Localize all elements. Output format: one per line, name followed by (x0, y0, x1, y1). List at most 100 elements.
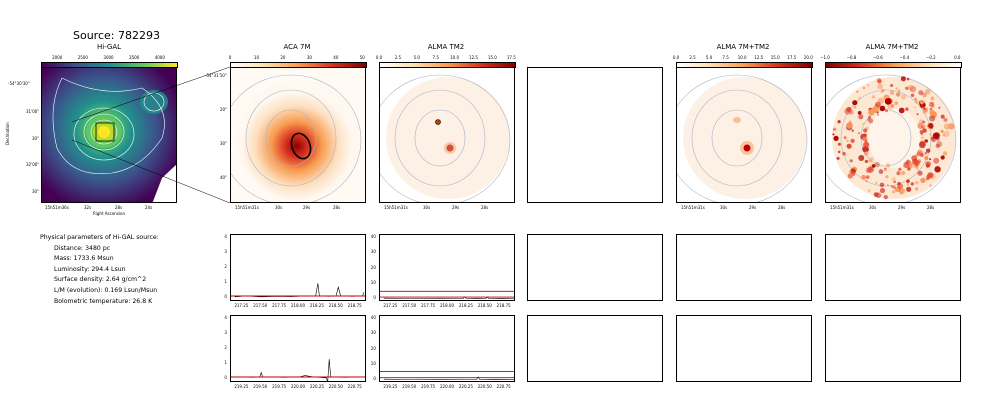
spectrum-xtick: 220.00 (440, 384, 454, 389)
almatm2-cbar-tick: 15.0 (487, 55, 497, 60)
noise-blob (871, 95, 876, 99)
spectrum-xtick: 217.75 (272, 303, 287, 308)
spectrum-xtick: 218.50 (328, 303, 343, 308)
higal-ytick: 30" (32, 189, 39, 194)
higal-xtick: 28s (115, 205, 123, 210)
noise-blob (940, 129, 944, 133)
noise-blob (846, 106, 852, 113)
spectrum-series-line (234, 283, 365, 298)
noise-blob (916, 149, 923, 156)
noise-blob (899, 188, 906, 194)
noise-blob (918, 90, 924, 96)
almatm2-cbar-tick: 12.5 (469, 55, 478, 60)
empty-image-panel (527, 67, 663, 203)
noise-blob (943, 117, 948, 122)
noise-blob (879, 182, 885, 188)
params-heading: Physical parameters of Hi-GAL source: (40, 234, 159, 241)
noise-blob (913, 106, 916, 109)
aca7m-spectrum-1 (230, 234, 366, 301)
noise-blob (936, 141, 943, 147)
higal-cbar-tick: 3000 (103, 55, 114, 60)
spectrum-xtick: 220.00 (291, 384, 305, 389)
noise-blob (907, 167, 911, 171)
noise-blob (848, 170, 852, 174)
almatm2-title: ALMA TM2 (427, 43, 465, 51)
alma7mtm2_b-cbar-tick: −1.0 (820, 55, 830, 60)
spectrum-ytick: 4 (224, 233, 227, 239)
noise-blob (877, 113, 879, 116)
alma7mtm2-cbar-tick: 7.5 (722, 55, 729, 60)
almatm2-cbar-tick: 2.5 (394, 55, 402, 60)
higal-ytick: 31'00" (26, 109, 40, 114)
noise-blob (837, 142, 841, 146)
noise-blob (894, 187, 900, 193)
higal-ytick: -54°30'30" (8, 81, 30, 86)
noise-blob (875, 101, 881, 108)
physical-parameters: Physical parameters of Hi-GAL source: Di… (40, 233, 159, 307)
noise-blob (929, 158, 932, 161)
noise-blob (929, 133, 932, 136)
empty-spectrum-2 (676, 234, 812, 301)
alma7mtm2-b-title: ALMA 7M+TM2 (865, 43, 919, 51)
param-bolometric-temperature: Bolometric temperature: 26.8 K (54, 297, 153, 305)
noise-blob (915, 181, 919, 185)
noise-blob (889, 90, 895, 95)
noise-blob (863, 141, 870, 148)
noise-blob (885, 175, 889, 179)
almatm2-cbar-tick: 10.0 (450, 55, 460, 60)
noise-blob (893, 180, 896, 184)
spectrum-series-line (383, 296, 514, 299)
noise-blob (876, 111, 879, 114)
alma7mtm2_b-cbar-tick: −0.2 (925, 55, 936, 60)
spectrum-xtick: 219.25 (383, 384, 398, 389)
alma7mtm2-xtick: 30s (720, 205, 728, 210)
noise-blob (908, 162, 915, 169)
higal-cbar-tick: 2500 (77, 55, 88, 60)
almatm2-spectrum-2 (379, 315, 515, 382)
noise-blob (847, 173, 853, 179)
noise-blob (914, 160, 920, 166)
aca7m-xtick: 29s (303, 205, 311, 210)
spectrum-xtick: 217.75 (421, 303, 436, 308)
noise-blob (929, 184, 932, 187)
noise-blob (891, 104, 895, 108)
spectrum-xtick: 218.50 (477, 303, 492, 308)
noise-blob (906, 77, 910, 81)
noise-blob (922, 120, 925, 124)
spectrum-ytick: 20 (370, 264, 376, 270)
param-l-over-m: L/M (evolution): 0.169 Lsun/Msun (54, 286, 158, 294)
noise-blob (867, 115, 872, 120)
noise-blob (862, 122, 865, 125)
noise-blob (865, 175, 870, 179)
aca7m-spectrum-2 (230, 315, 366, 382)
spectrum-ytick: 40 (370, 234, 376, 240)
noise-blob (879, 187, 886, 194)
noise-blob (922, 111, 926, 115)
spectrum-xtick: 220.75 (347, 384, 362, 389)
alma7mtm2-cbar-tick: 20.0 (803, 55, 813, 60)
noise-blob (910, 182, 914, 186)
noise-blob (906, 186, 912, 192)
alma7mtm2_b-cbar-tick: 0.0 (954, 55, 961, 60)
noise-blob (914, 97, 917, 101)
aca7m-cbar-tick: 10 (253, 55, 259, 60)
alma7mtm2-image (676, 67, 812, 203)
noise-blob (886, 163, 891, 168)
noise-blob (865, 167, 871, 173)
noise-blob (896, 171, 901, 176)
almatm2-cbar-tick: 0.0 (375, 55, 383, 60)
noise-blob (891, 177, 896, 182)
noise-blob (929, 115, 936, 122)
spectrum-xtick: 219.50 (402, 384, 417, 389)
spectrum-ytick: 30 (370, 330, 376, 336)
noise-blob (928, 101, 935, 108)
alma7mtm2-b-xtick: 15h51m31s (830, 205, 854, 210)
noise-blob (930, 96, 935, 101)
noise-blob (895, 87, 899, 90)
noise-blob (866, 84, 870, 87)
alma7mtm2-title: ALMA 7M+TM2 (716, 43, 770, 51)
alma7mtm2-xtick: 28s (778, 205, 786, 210)
noise-blob (919, 141, 926, 149)
higal-xtick: 32s (84, 205, 92, 210)
aca7m-ytick: 30" (220, 141, 227, 146)
